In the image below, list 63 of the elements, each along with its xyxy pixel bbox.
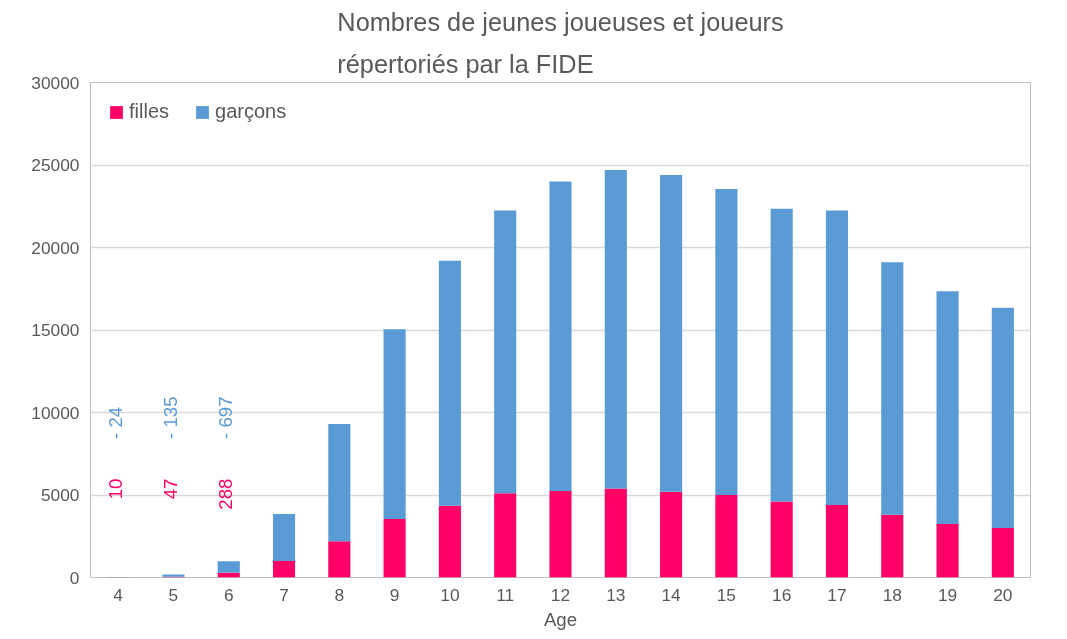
legend-label: filles	[129, 100, 170, 123]
bar	[936, 523, 959, 578]
annotation: 47	[160, 478, 182, 500]
bar	[494, 493, 517, 578]
bar	[383, 518, 406, 578]
bar	[272, 561, 296, 578]
annotation: - 24	[104, 406, 126, 439]
bar	[881, 262, 904, 515]
x-tick-label: 15	[716, 584, 737, 605]
bar	[549, 181, 572, 491]
bar	[328, 541, 351, 578]
bar	[825, 210, 849, 505]
bar	[770, 208, 793, 502]
x-tick-label: 7	[279, 584, 289, 605]
bar	[272, 513, 296, 561]
annotation: 288	[215, 478, 237, 510]
bar	[604, 169, 627, 489]
x-tick-label: 20	[993, 584, 1013, 605]
bar	[715, 495, 738, 578]
annotation: - 697	[215, 396, 237, 439]
y-tick-label: 15000	[31, 320, 80, 340]
x-tick-label: 13	[606, 584, 626, 605]
bar	[881, 514, 904, 578]
y-tick-label: 0	[69, 567, 80, 588]
x-tick-label: 9	[389, 584, 400, 605]
x-tick-label: 5	[168, 584, 179, 605]
bar	[660, 174, 683, 492]
bar	[438, 505, 461, 578]
chart-title: Nombres de jeunes joueuses et joueurs répertoriés par la FIDE	[337, 7, 784, 78]
bar	[991, 307, 1014, 528]
x-tick-label: 4	[113, 584, 124, 605]
annotation: 10	[104, 478, 126, 500]
y-tick-label: 5000	[40, 485, 80, 505]
bar	[991, 528, 1014, 578]
x-tick-label: 8	[334, 584, 345, 605]
y-tick-label: 10000	[31, 402, 80, 423]
x-axis-title: Age	[543, 608, 578, 630]
bar	[549, 490, 572, 578]
legend-label: garçons	[215, 100, 287, 123]
x-tick-label: 10	[440, 584, 460, 605]
bar	[217, 561, 240, 573]
bar	[328, 424, 351, 542]
bar	[660, 491, 683, 578]
bar	[604, 488, 627, 578]
x-tick-label: 6	[223, 584, 234, 605]
x-tick-label: 12	[550, 584, 571, 605]
y-tick-label: 30000	[31, 72, 80, 93]
bar	[825, 504, 849, 578]
bar	[715, 188, 738, 495]
bar	[936, 291, 959, 524]
x-tick-label: 11	[496, 584, 515, 605]
x-tick-label: 17	[827, 584, 847, 605]
bar	[494, 210, 517, 494]
x-tick-label: 18	[882, 584, 902, 605]
y-tick-label: 20000	[31, 237, 80, 258]
y-tick-label: 25000	[31, 155, 80, 175]
x-tick-label: 19	[937, 584, 958, 605]
x-tick-label: 14	[661, 584, 682, 605]
bar	[383, 329, 406, 519]
bar	[438, 260, 461, 506]
annotation: - 135	[160, 396, 182, 439]
bar	[770, 501, 793, 578]
x-tick-label: 16	[772, 584, 792, 605]
